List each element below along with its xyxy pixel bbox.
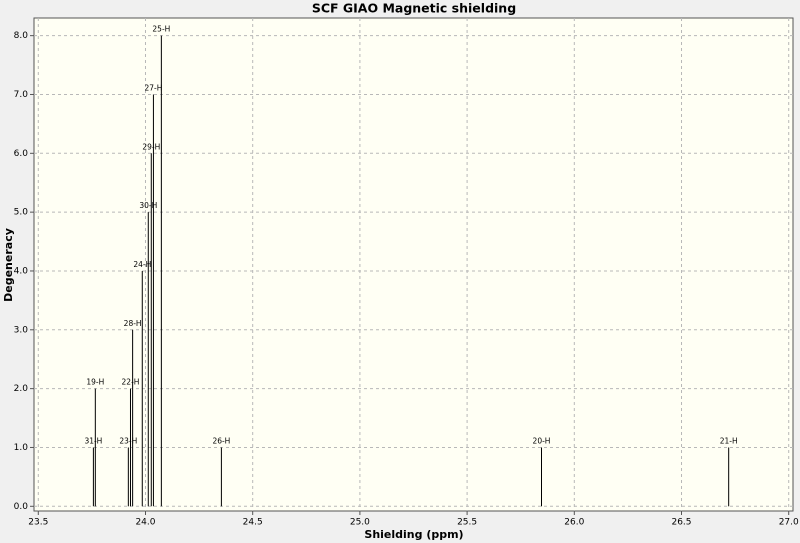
peak-label: 28-H xyxy=(124,319,142,328)
peak-label: 26-H xyxy=(212,436,230,445)
y-tick-label: 3.0 xyxy=(14,325,29,335)
y-tick-label: 2.0 xyxy=(14,384,29,394)
x-tick-label: 26.0 xyxy=(564,518,584,528)
x-tick-label: 26.5 xyxy=(671,518,691,528)
y-tick-label: 7.0 xyxy=(14,90,29,100)
x-tick-label: 24.5 xyxy=(243,518,263,528)
peak-label: 31-H xyxy=(84,436,102,445)
peak-label: 21-H xyxy=(720,436,738,445)
peak-label: 23-H xyxy=(119,436,137,445)
peak-label: 19-H xyxy=(86,378,104,387)
peak-label: 25-H xyxy=(152,25,170,34)
y-tick-label: 0.0 xyxy=(14,502,29,512)
x-tick-label: 23.5 xyxy=(28,518,48,528)
peak-label: 30-H xyxy=(139,201,157,210)
peak-label: 20-H xyxy=(533,436,551,445)
x-tick-label: 27.0 xyxy=(779,518,799,528)
y-tick-label: 1.0 xyxy=(14,443,29,453)
peak-label: 22-H xyxy=(122,378,140,387)
x-tick-label: 25.5 xyxy=(457,518,477,528)
chart-title: SCF GIAO Magnetic shielding xyxy=(312,1,516,16)
peak-label: 29-H xyxy=(142,142,160,151)
x-axis-label: Shielding (ppm) xyxy=(364,528,463,541)
y-tick-label: 4.0 xyxy=(14,266,29,276)
peak-label: 27-H xyxy=(144,83,162,92)
y-tick-label: 6.0 xyxy=(14,149,29,159)
y-tick-label: 8.0 xyxy=(14,31,29,41)
y-tick-label: 5.0 xyxy=(14,208,29,218)
peak-label: 24-H xyxy=(133,260,151,269)
plot-area xyxy=(33,17,794,512)
x-tick-label: 24.0 xyxy=(135,518,155,528)
x-tick-label: 25.0 xyxy=(350,518,370,528)
y-axis-label: Degeneracy xyxy=(2,228,15,302)
